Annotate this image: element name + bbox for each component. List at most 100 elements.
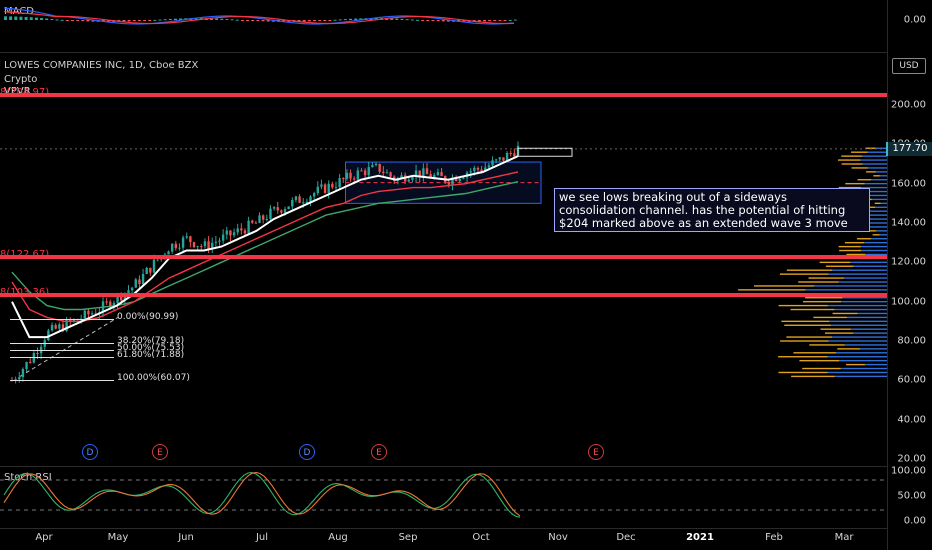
vpvr-bar-down (874, 202, 881, 205)
candle-body (192, 242, 196, 248)
dividend-marker[interactable]: D (299, 444, 315, 460)
earnings-marker[interactable]: E (152, 444, 168, 460)
candle-body (130, 287, 134, 291)
price-tick: 200.00 (891, 99, 926, 111)
vpvr-bar-up (839, 359, 888, 362)
candle-body (378, 163, 381, 172)
vpvr-bar-down (779, 273, 829, 275)
candle-body (203, 241, 207, 247)
vpvr-bar-up (860, 245, 888, 248)
currency-toggle[interactable]: USD (892, 58, 926, 74)
macd-histogram-bar (462, 20, 466, 22)
chart-title: LOWES COMPANIES INC, 1D, Cboe BZX (4, 60, 199, 71)
level-line-103[interactable] (0, 293, 888, 298)
candle-body (50, 325, 54, 331)
pane-divider-top (0, 52, 888, 53)
vpvr-bar-down (838, 245, 861, 248)
vpvr-bar-down (781, 320, 830, 323)
price-tick: 160.00 (891, 178, 926, 190)
macd-histogram-bar (143, 20, 147, 21)
macd-histogram-bar (354, 18, 358, 20)
vpvr-bar-down (841, 163, 863, 165)
dividend-marker[interactable]: D (82, 444, 98, 460)
vpvr-bar-up (829, 320, 888, 323)
vpvr-bar-up (875, 206, 888, 208)
time-tick: Sep (398, 532, 418, 543)
vpvr-bar-up (879, 234, 888, 236)
candle-body (109, 301, 112, 308)
earnings-marker[interactable]: E (588, 444, 604, 460)
fib-level-line[interactable] (10, 349, 114, 351)
vpvr-bar-down (865, 147, 876, 149)
candle-body (87, 310, 90, 315)
vpvr-label[interactable]: VPVR (4, 86, 31, 97)
candle-body (287, 206, 290, 210)
macd-histogram-bar (91, 20, 95, 22)
candle-body (509, 152, 512, 154)
macd-histogram-bar (333, 19, 337, 21)
vpvr-bar-up (828, 273, 888, 275)
vpvr-bar-up (880, 202, 888, 205)
macd-histogram-bar (19, 16, 23, 20)
candle-body (36, 353, 39, 355)
vpvr-bar-down (824, 332, 854, 334)
macd-histogram-bar (194, 18, 198, 20)
macd-histogram-bar (446, 20, 450, 22)
candle-body (320, 184, 323, 187)
vpvr-bar-down (864, 206, 876, 208)
vpvr-bar-down (872, 234, 880, 236)
macd-histogram-bar (313, 20, 316, 22)
candle-body (225, 230, 228, 235)
fib-level-line[interactable] (10, 319, 114, 321)
vpvr-bar-up (850, 328, 888, 330)
vpvr-bar-up (868, 226, 888, 228)
candle-body (21, 369, 25, 378)
vpvr-bar-up (834, 308, 888, 311)
vpvr-bar-up (860, 348, 888, 350)
vpvr-bar-up (844, 344, 888, 346)
vpvr-bar-up (842, 297, 888, 299)
price-tick: 140.00 (891, 217, 926, 229)
macd-histogram-bar (235, 19, 239, 21)
candle-body (196, 246, 199, 248)
annotation-note[interactable]: we see lows breaking out of a sideways c… (554, 188, 870, 232)
candle-body (447, 182, 451, 185)
candle-body (170, 243, 174, 252)
level-label-204: 8(204.97) (0, 87, 50, 99)
vpvr-bar-up (827, 356, 888, 358)
vpvr-bar-down (802, 300, 842, 303)
vpvr-bar-down (778, 371, 828, 374)
vpvr-bar-up (867, 210, 888, 212)
fib-level-line[interactable] (10, 356, 114, 358)
vpvr-bar-up (853, 265, 888, 267)
macd-histogram-bar (482, 20, 486, 22)
price-pane[interactable] (0, 53, 888, 465)
candle-body (356, 170, 360, 180)
vpvr-bar-down (784, 324, 831, 326)
vpvr-bar-up (871, 179, 888, 181)
vpvr-bar-up (841, 300, 888, 303)
fib-level-line[interactable] (10, 380, 114, 382)
candle-body (181, 237, 185, 248)
macd-histogram-bar (441, 20, 445, 22)
candle-body (414, 170, 418, 178)
level-line-204[interactable] (0, 93, 888, 98)
earnings-marker[interactable]: E (371, 444, 387, 460)
candle-body (221, 234, 225, 241)
candle-body (25, 362, 28, 370)
level-line-122[interactable] (0, 255, 888, 260)
candle-body (229, 230, 232, 236)
time-tick: Oct (472, 532, 490, 543)
candle-body (105, 301, 108, 303)
vpvr-bar-down (738, 289, 806, 291)
price-axis[interactable]: 0.00 200.00180.00160.00140.00120.00100.0… (887, 0, 932, 550)
fib-level-line[interactable] (10, 342, 114, 344)
vpvr-bar-up (814, 285, 888, 287)
macd-histogram-bar (251, 20, 255, 21)
candle-body (272, 207, 276, 209)
price-tick: 40.00 (897, 414, 926, 426)
macd-histogram-bar (65, 20, 69, 21)
vpvr-bar-up (864, 363, 888, 366)
candle-body (258, 215, 261, 223)
vpvr-bar-down (866, 171, 876, 173)
